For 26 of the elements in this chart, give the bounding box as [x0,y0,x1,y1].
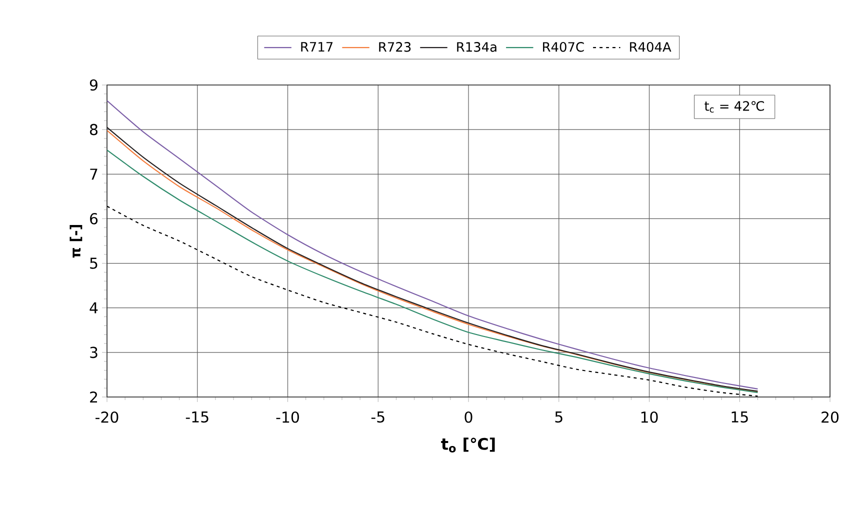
x-tick-label: 0 [464,411,472,423]
legend-label: R134a [457,42,496,52]
x-tick-label: 20 [822,411,839,423]
line-series [107,206,758,397]
y-tick-label: 4 [90,302,98,314]
legend-label: R407C [543,42,584,52]
y-tick-label: 7 [90,168,98,180]
y-tick-label: 6 [90,213,98,224]
y-tick-label: 3 [90,346,98,358]
y-tick-label: 8 [90,124,98,136]
x-axis-title: t$_{o}$ [℃] [441,438,495,452]
y-tick-label: 9 [90,79,98,91]
x-tick-label: 15 [732,411,748,423]
x-tick-label: -15 [186,411,208,423]
y-tick-label: 5 [90,258,98,269]
legend-label: R723 [379,42,411,52]
x-tick-label: -5 [371,411,384,423]
y-tick-label: 2 [90,391,98,403]
x-tick-label: -20 [96,411,118,423]
x-tick-label: 10 [641,411,658,423]
y-axis-title: π [-] [70,224,82,258]
legend-label: R717 [301,42,333,52]
x-tick-label: -10 [276,411,299,423]
legend-label: R404A [630,42,672,52]
x-tick-label: 5 [555,411,562,423]
annotation: t$_{c}$ = 42℃ [704,101,764,113]
